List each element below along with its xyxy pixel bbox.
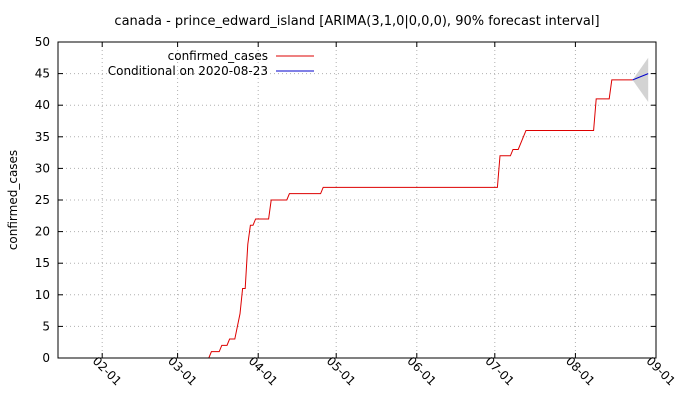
series-line-confirmed-cases xyxy=(208,79,633,359)
legend-label: Conditional on 2020-08-23 xyxy=(108,64,268,78)
y-tick-label: 15 xyxy=(35,256,50,270)
x-tick-label: 02-01 xyxy=(90,354,125,389)
y-tick-label: 50 xyxy=(35,35,50,49)
x-tick-label: 08-01 xyxy=(563,354,598,389)
y-tick-label: 35 xyxy=(35,130,50,144)
y-tick-label: 45 xyxy=(35,67,50,81)
legend-label: confirmed_cases xyxy=(168,49,268,63)
x-tick-label: 04-01 xyxy=(246,354,281,389)
chart-title: canada - prince_edward_island [ARIMA(3,1… xyxy=(114,14,599,29)
y-tick-label: 30 xyxy=(35,161,50,175)
x-tick-label: 05-01 xyxy=(324,354,359,389)
x-tick-label: 06-01 xyxy=(404,354,439,389)
series-line-conditional-forecast xyxy=(632,73,649,81)
ticks: 0 5 10 15 20 25 30 35 40 45 50 02-01 03-01 04-01 05-01… xyxy=(35,35,678,388)
grid xyxy=(58,42,657,358)
y-tick-label: 10 xyxy=(35,288,50,302)
series-layer xyxy=(208,73,649,359)
y-tick-label: 5 xyxy=(42,319,50,333)
y-tick-label: 20 xyxy=(35,225,50,239)
x-tick-label: 09-01 xyxy=(644,354,679,389)
x-tick-label: 07-01 xyxy=(482,354,517,389)
y-tick-label: 0 xyxy=(42,351,50,365)
y-tick-label: 40 xyxy=(35,98,50,112)
y-tick-label: 25 xyxy=(35,193,50,207)
forecast-interval xyxy=(632,57,649,103)
forecast-interval-band xyxy=(632,57,649,103)
y-axis-label: confirmed_cases xyxy=(6,150,20,250)
x-tick-label: 03-01 xyxy=(165,354,200,389)
